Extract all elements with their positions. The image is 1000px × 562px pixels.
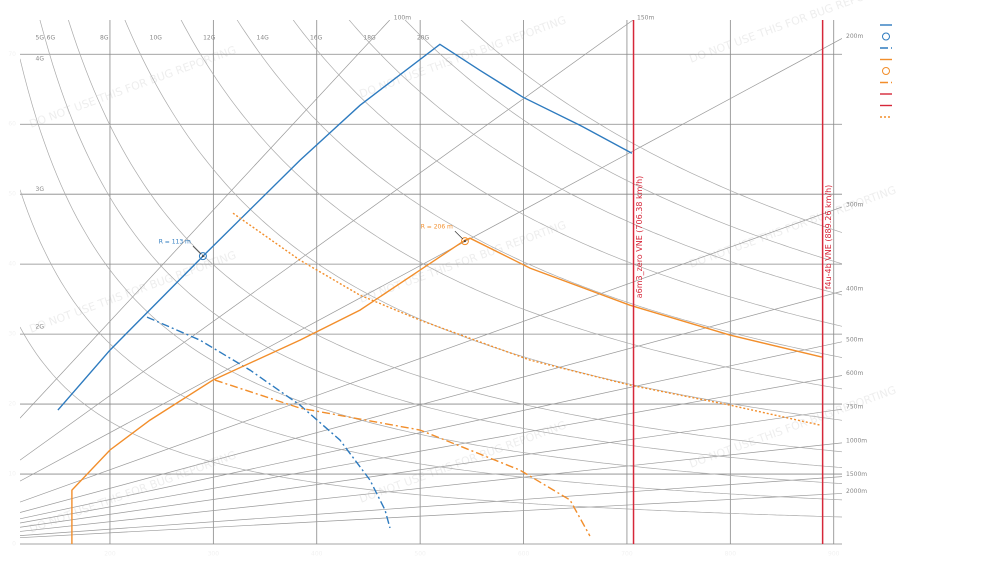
radius-line: [20, 341, 842, 520]
y-tick-label: 0: [12, 541, 16, 548]
y-tick-label: 10: [8, 471, 16, 478]
g-curve: [20, 189, 842, 501]
marker-pointer: [454, 230, 464, 240]
radius-line: [20, 38, 842, 482]
radius-label: 600m: [846, 370, 863, 377]
g-curve: [20, 326, 842, 518]
watermark: DO NOT USE THIS FOR BUG REPORTING: [358, 418, 568, 505]
x-tick-label: 400: [311, 551, 323, 558]
y-tick-label: 60: [8, 121, 16, 128]
g-label: 16G: [310, 35, 323, 42]
series-line: [71, 237, 823, 544]
turn-marker: [460, 237, 469, 246]
legend-swatch: [882, 67, 890, 75]
radius-label: 200m: [846, 33, 863, 40]
vne-label: a6m3_zero VNE (706.38 km/h): [635, 176, 644, 299]
g-label: 8G: [100, 35, 109, 42]
g-label: 4G: [36, 55, 45, 62]
radius-line: [20, 408, 842, 528]
radius-label: 100m: [394, 15, 411, 22]
x-tick-label: 900: [828, 551, 840, 558]
radius-line: [20, 442, 842, 532]
g-label: 18G: [363, 35, 376, 42]
g-label: 14G: [257, 35, 270, 42]
radius-label: 500m: [846, 336, 863, 343]
g-curve: [39, 20, 842, 468]
radius-label: 1000m: [846, 437, 867, 444]
radius-line: [20, 493, 842, 539]
marker-label: R = 113 m: [159, 239, 191, 246]
radius-label: 750m: [846, 404, 863, 411]
y-tick-label: 40: [8, 261, 16, 268]
y-tick-label: 30: [8, 331, 16, 338]
marker-label: R = 206 m: [421, 224, 453, 231]
g-label: 20G: [417, 35, 430, 42]
radius-line: [20, 206, 842, 503]
g-curve: [404, 20, 842, 265]
x-tick-label: 700: [621, 551, 633, 558]
g-curve: [68, 20, 842, 453]
g-label: 5G: [36, 35, 45, 42]
series-line: [214, 379, 591, 537]
g-label: 12G: [203, 35, 216, 42]
g-curve: [20, 58, 842, 484]
legend: [880, 24, 892, 118]
radius-line: [20, 20, 634, 461]
g-curve: [292, 20, 842, 327]
x-tick-label: 300: [208, 551, 220, 558]
g-curve: [236, 20, 842, 358]
watermark: DO NOT USE THIS FOR BUG REPORTING: [358, 13, 568, 100]
turn-marker-dot: [463, 240, 466, 243]
watermark: DO NOT USE THIS FOR BUG REPORTING: [28, 248, 238, 335]
g-curve: [460, 20, 842, 233]
watermark: DO NOT USE THIS FOR BUG REPORTING: [688, 0, 898, 66]
radius-line: [20, 20, 391, 419]
series-line: [146, 316, 391, 529]
series-line: [57, 43, 633, 411]
x-tick-label: 600: [518, 551, 530, 558]
radius-label: 300m: [846, 201, 863, 208]
plot-area: [20, 20, 842, 539]
g-label: 2G: [36, 324, 45, 331]
y-tick-label: 50: [8, 191, 16, 198]
radius-label: 1500m: [846, 471, 867, 478]
legend-swatch: [882, 32, 890, 41]
x-tick-label: 800: [725, 551, 737, 558]
radius-label: 400m: [846, 286, 863, 293]
g-label: 10G: [150, 35, 163, 42]
vne-label: f4u-4b VNE (889.26 km/h): [824, 185, 833, 290]
x-tick-label: 200: [104, 551, 116, 558]
watermark: DO NOT USE THIS FOR BUG REPORTING: [28, 43, 238, 130]
series-line: [232, 212, 821, 426]
turn-marker: [198, 252, 207, 261]
marker-pointer: [192, 245, 202, 255]
g-curve: [348, 20, 842, 296]
turn-marker-dot: [201, 255, 204, 258]
g-label: 3G: [36, 186, 45, 193]
radius-label: 150m: [637, 15, 654, 22]
y-tick-label: 20: [8, 401, 16, 408]
x-tick-label: 500: [414, 551, 426, 558]
g-label: 6G: [47, 35, 56, 42]
radius-label: 2000m: [846, 488, 867, 495]
y-tick-label: 70: [8, 51, 16, 58]
g-curve: [124, 20, 842, 421]
watermark-group: DO NOT USE THIS FOR BUG REPORTING DO NOT …: [28, 0, 898, 536]
radius-line: [20, 476, 842, 536]
g-curve: [180, 20, 842, 390]
